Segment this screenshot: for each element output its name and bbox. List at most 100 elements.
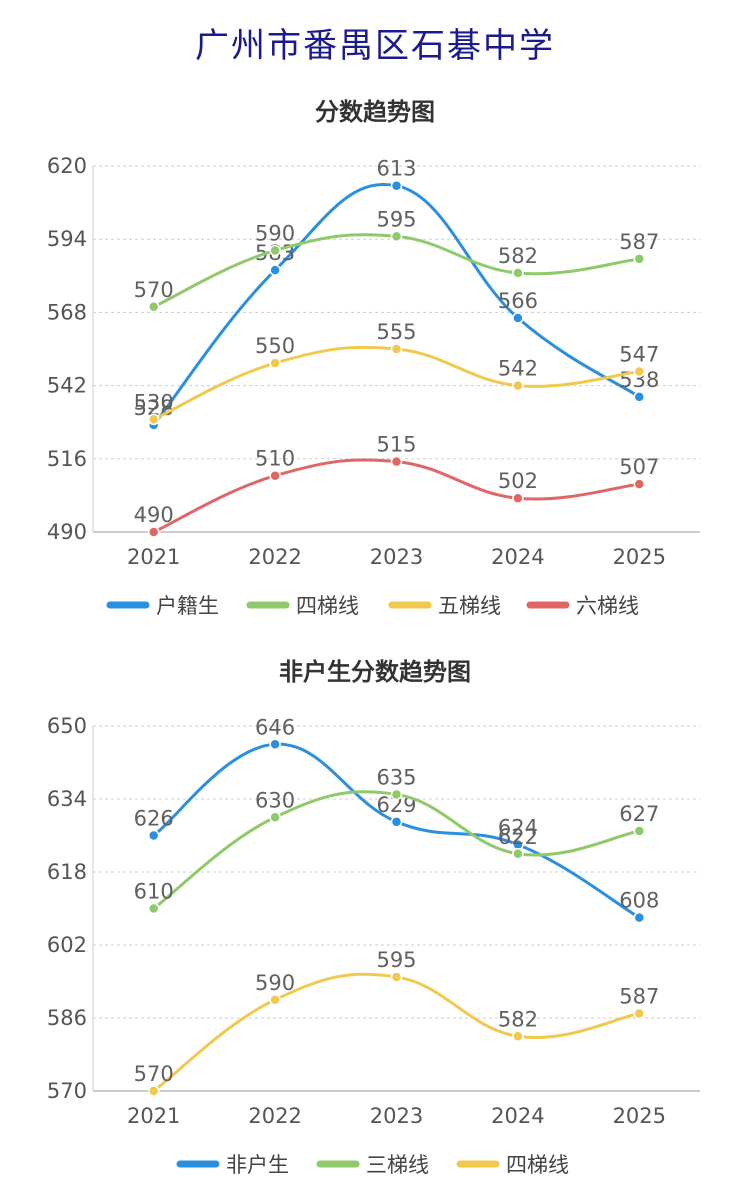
data-point	[512, 379, 524, 392]
data-point	[269, 244, 281, 257]
data-label: 587	[619, 230, 659, 254]
page-title: 广州市番禺区石碁中学	[195, 26, 555, 66]
x-tick-label: 2021	[127, 1104, 180, 1128]
data-label: 490	[134, 503, 174, 527]
series-line	[153, 458, 640, 534]
y-tick-label: 620	[47, 154, 87, 178]
x-tick-label: 2024	[491, 545, 544, 569]
data-label: 570	[134, 278, 174, 302]
data-label: 590	[255, 971, 295, 995]
series-line	[152, 972, 640, 1093]
data-point	[269, 357, 281, 369]
y-tick-label: 650	[47, 714, 87, 738]
x-tick-label: 2023	[370, 545, 423, 569]
x-tick-label: 2025	[613, 1104, 666, 1128]
data-point	[390, 788, 403, 801]
y-tick-label: 634	[47, 787, 87, 811]
data-label: 626	[134, 807, 174, 831]
data-point	[269, 738, 281, 750]
x-tick-label: 2023	[370, 1104, 423, 1128]
data-point	[147, 413, 160, 426]
data-label: 515	[376, 433, 416, 457]
score-trend-chart: 分数趋势图 490 516 542 568 594 620 2021 2022 2023 2024 2…	[47, 98, 700, 618]
legend-label: 户籍生	[156, 594, 219, 618]
data-point	[390, 816, 403, 828]
y-tick-label: 586	[47, 1006, 87, 1030]
data-label: 570	[134, 1062, 174, 1086]
data-label: 610	[134, 880, 174, 904]
data-point	[512, 312, 524, 324]
data-label: 582	[498, 244, 538, 268]
x-tick-label: 2021	[127, 545, 180, 569]
y-tick-label: 570	[47, 1079, 87, 1103]
y-tick-label: 490	[47, 520, 87, 544]
data-point	[269, 264, 281, 276]
data-point	[269, 811, 281, 823]
data-point	[147, 902, 160, 915]
data-label: 590	[255, 221, 295, 245]
y-tick-label: 568	[47, 300, 87, 324]
chart-title: 非户生分数趋势图	[279, 658, 471, 686]
y-tick-label: 516	[47, 447, 87, 471]
legend-label: 六梯线	[576, 594, 639, 618]
data-point	[269, 469, 281, 482]
data-label: 627	[619, 802, 659, 826]
data-point	[633, 253, 646, 265]
data-label: 507	[619, 455, 659, 479]
data-label: 608	[619, 889, 659, 913]
data-label: 613	[376, 157, 416, 181]
data-point	[512, 492, 524, 504]
data-point	[390, 179, 403, 192]
series-line	[153, 345, 640, 421]
data-point	[147, 526, 160, 538]
data-label: 510	[255, 447, 295, 471]
data-label: 630	[255, 788, 295, 812]
data-label: 502	[498, 469, 538, 493]
data-point	[633, 391, 646, 403]
data-point	[633, 1007, 646, 1020]
legend-label: 四梯线	[296, 594, 359, 618]
data-point	[512, 848, 524, 860]
data-point	[390, 455, 403, 468]
y-tick-label: 602	[47, 933, 87, 957]
data-point	[633, 478, 646, 490]
data-label: 555	[376, 320, 416, 344]
legend-label: 三梯线	[366, 1153, 429, 1177]
data-point	[390, 230, 403, 243]
data-point	[269, 994, 281, 1006]
data-point	[633, 365, 646, 378]
data-point	[390, 343, 403, 355]
non-resident-score-trend-chart: 非户生分数趋势图 570 586 602 618 634 650 2021 2022 2023 20…	[47, 658, 700, 1177]
data-point	[633, 825, 646, 837]
y-tick-label: 542	[47, 374, 87, 398]
data-point	[512, 1030, 524, 1042]
data-label: 622	[498, 825, 538, 849]
y-tick-label: 618	[47, 860, 87, 884]
data-label: 595	[376, 207, 416, 231]
data-point	[512, 267, 524, 279]
data-label: 582	[498, 1007, 538, 1031]
legend-label: 五梯线	[438, 594, 501, 618]
series-line	[153, 233, 640, 309]
legend-label: 四梯线	[506, 1153, 569, 1177]
data-label: 542	[498, 357, 538, 381]
data-label: 635	[376, 765, 416, 789]
data-point	[633, 911, 646, 924]
data-point	[147, 301, 160, 313]
data-label: 587	[619, 984, 659, 1008]
legend-label: 非户生	[226, 1153, 289, 1177]
data-point	[147, 829, 160, 842]
data-point	[390, 971, 403, 983]
x-tick-label: 2022	[248, 1104, 301, 1128]
data-label: 566	[498, 289, 538, 313]
chart-title: 分数趋势图	[315, 98, 435, 126]
x-tick-label: 2025	[613, 545, 666, 569]
data-label: 646	[255, 715, 295, 739]
x-tick-label: 2024	[491, 1104, 544, 1128]
data-label: 595	[376, 948, 416, 972]
data-label: 624	[498, 816, 538, 840]
data-point	[147, 1085, 160, 1097]
data-label: 547	[619, 343, 659, 367]
data-label: 530	[134, 390, 174, 414]
y-tick-label: 594	[47, 227, 87, 251]
